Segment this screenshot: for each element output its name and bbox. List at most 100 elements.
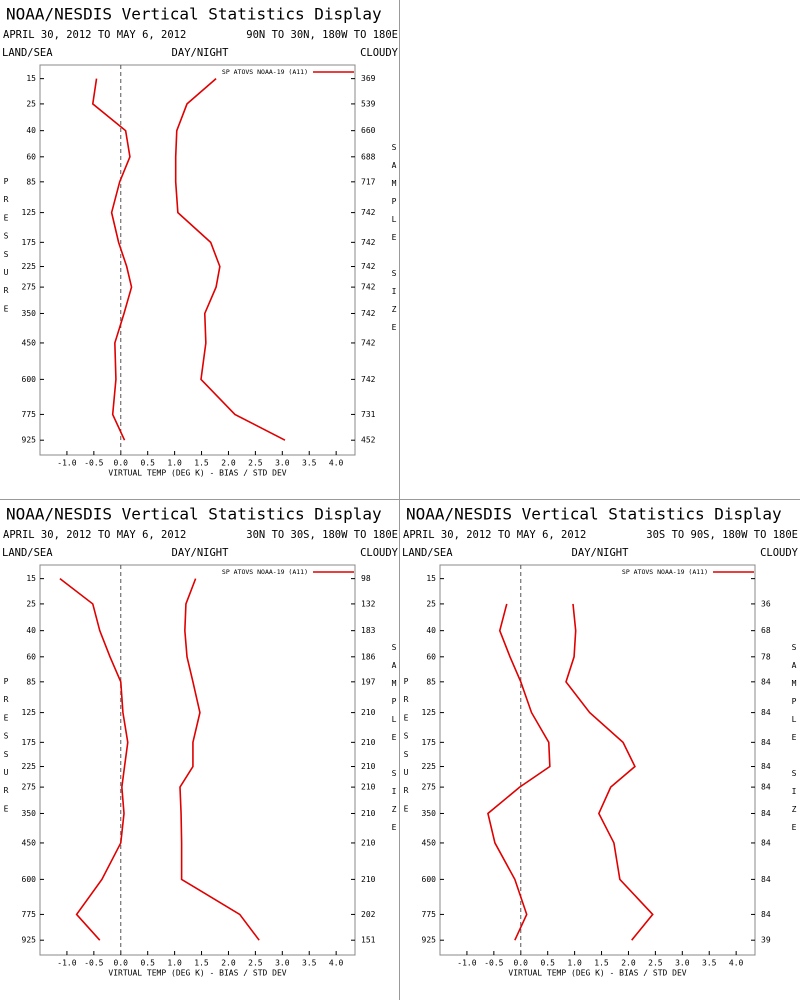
x-tick-label: -1.0 [457, 959, 476, 968]
x-tick-label: 1.5 [594, 959, 609, 968]
sample-size-label: 369 [361, 74, 376, 83]
x-tick-label: 0.5 [540, 959, 555, 968]
x-tick-label: 1.0 [167, 459, 182, 468]
sample-size-label: 84 [761, 809, 771, 818]
bias-line [59, 578, 129, 941]
x-axis-label: VIRTUAL TEMP (DEG K) - BIAS / STD DEV [108, 469, 286, 478]
x-tick-label: -1.0 [57, 959, 76, 968]
sample-size-label: 36 [761, 599, 771, 608]
y-tick-label: 85 [26, 677, 36, 686]
left-label: LAND/SEA [402, 547, 453, 559]
sample-size-label: 742 [361, 309, 376, 318]
x-tick-label: -0.5 [84, 959, 103, 968]
sample-size-label: 84 [761, 677, 771, 686]
bias-line [91, 78, 133, 441]
plot-area [439, 564, 756, 956]
x-tick-label: 2.0 [621, 959, 636, 968]
y-tick-label: 600 [22, 875, 37, 884]
x-tick-label: 2.5 [248, 959, 263, 968]
plot-area [39, 64, 356, 456]
sample-size-label: 84 [761, 875, 771, 884]
y-tick-label: 125 [22, 208, 37, 217]
sample-size-label: 742 [361, 208, 376, 217]
x-tick-label: -0.5 [84, 459, 103, 468]
sample-size-label: 84 [761, 783, 771, 792]
sample-size-label: 68 [761, 626, 771, 635]
y-tick-label: 450 [422, 838, 437, 847]
left-label: LAND/SEA [2, 547, 53, 559]
chart-title: NOAA/NESDIS Vertical Statistics Display [6, 505, 382, 524]
right-label: CLOUDY [760, 547, 799, 559]
chart-title: NOAA/NESDIS Vertical Statistics Display [406, 505, 782, 524]
x-tick-label: 3.0 [275, 959, 290, 968]
y-tick-label: 15 [26, 74, 36, 83]
legend-label: SP ATOVS NOAA-19 (A11) [222, 68, 308, 76]
subtitle: APRIL 30, 2012 TO MAY 6, 2012 [403, 529, 586, 541]
x-tick-label: 0.0 [114, 959, 129, 968]
sample-size-label: 197 [361, 677, 376, 686]
y-tick-label: 275 [422, 783, 437, 792]
x-tick-label: 2.0 [221, 459, 236, 468]
y-tick-label: 600 [22, 375, 37, 384]
sample-size-label: 210 [361, 783, 376, 792]
x-tick-label: 4.0 [329, 459, 344, 468]
sample-size-label: 210 [361, 762, 376, 771]
x-axis-label: VIRTUAL TEMP (DEG K) - BIAS / STD DEV [508, 969, 686, 978]
sample-size-label: 202 [361, 910, 376, 919]
x-tick-label: 2.0 [221, 959, 236, 968]
y-tick-label: 925 [22, 936, 37, 945]
y-tick-label: 175 [22, 738, 37, 747]
panel: NOAA/NESDIS Vertical Statistics Display A… [402, 505, 799, 978]
x-tick-label: 0.5 [140, 459, 155, 468]
sample-size-label: 731 [361, 410, 376, 419]
center-label: DAY/NIGHT [172, 47, 230, 59]
region: 90N TO 30N, 180W TO 180E [246, 29, 398, 41]
left-label: LAND/SEA [2, 47, 53, 59]
sample-size-label: 688 [361, 152, 376, 161]
x-tick-label: 1.0 [567, 959, 582, 968]
y-tick-label: 450 [22, 338, 37, 347]
sample-size-label: 39 [761, 936, 771, 945]
x-tick-label: 2.5 [648, 959, 663, 968]
panel: NOAA/NESDIS Vertical Statistics Display A… [2, 505, 399, 978]
bias-line [487, 603, 551, 941]
center-label: DAY/NIGHT [172, 547, 230, 559]
y-tick-label: 175 [422, 738, 437, 747]
y-tick-label: 25 [426, 599, 436, 608]
x-tick-label: 0.5 [140, 959, 155, 968]
x-tick-label: 1.0 [167, 959, 182, 968]
x-tick-label: 3.5 [702, 959, 717, 968]
x-tick-label: 1.5 [194, 459, 209, 468]
sample-size-label: 742 [361, 283, 376, 292]
y-tick-label: 275 [22, 283, 37, 292]
x-tick-label: 4.0 [329, 959, 344, 968]
y-tick-label: 350 [22, 809, 37, 818]
region: 30N TO 30S, 180W TO 180E [246, 529, 398, 541]
legend-label: SP ATOVS NOAA-19 (A11) [222, 568, 308, 576]
y-tick-label: 85 [26, 177, 36, 186]
sample-size-label: 660 [361, 126, 376, 135]
x-tick-label: 2.5 [248, 459, 263, 468]
panel: NOAA/NESDIS Vertical Statistics Display A… [2, 5, 399, 478]
y-tick-label: 15 [26, 574, 36, 583]
plot-area [39, 564, 356, 956]
sample-size-label: 210 [361, 838, 376, 847]
y-tick-label: 225 [22, 262, 37, 271]
y-tick-label: 175 [22, 238, 37, 247]
y-tick-label: 60 [426, 652, 436, 661]
x-tick-label: 3.0 [675, 959, 690, 968]
y-tick-label: 350 [22, 309, 37, 318]
x-tick-label: 0.0 [514, 959, 529, 968]
sample-size-label: 452 [361, 436, 376, 445]
x-tick-label: 3.5 [302, 459, 317, 468]
right-label: CLOUDY [360, 547, 399, 559]
x-tick-label: 3.0 [275, 459, 290, 468]
sample-size-label: 210 [361, 875, 376, 884]
sample-size-label: 742 [361, 338, 376, 347]
sample-size-label: 717 [361, 177, 376, 186]
